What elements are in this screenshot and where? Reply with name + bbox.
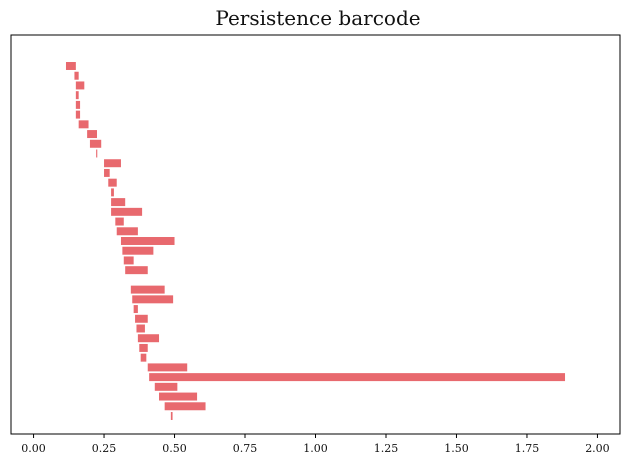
barcode-bar bbox=[75, 100, 81, 109]
x-tick-label: 0.25 bbox=[92, 442, 117, 455]
barcode-bar bbox=[111, 198, 126, 207]
x-tick-label: 1.00 bbox=[303, 442, 328, 455]
x-tick-label: 1.25 bbox=[374, 442, 399, 455]
barcode-bar bbox=[108, 178, 117, 187]
barcode-bar bbox=[147, 363, 188, 372]
barcode-bar bbox=[154, 382, 178, 391]
barcode-bar bbox=[123, 256, 134, 265]
barcode-bar bbox=[159, 392, 198, 401]
barcode-bar bbox=[115, 217, 124, 226]
barcode-bar bbox=[89, 139, 102, 148]
barcode-bar bbox=[74, 71, 79, 80]
x-tick-label: 0.75 bbox=[233, 442, 258, 455]
barcode-bar bbox=[65, 62, 76, 70]
barcode-bar bbox=[122, 246, 154, 255]
barcode-bar bbox=[130, 285, 165, 294]
barcode-bar bbox=[111, 188, 114, 197]
barcode-bar bbox=[170, 412, 173, 420]
x-axis: 0.00 0.25 0.50 0.75 1.00 1.25 1.50 1.75 2.00 bbox=[21, 434, 610, 455]
barcode-bar bbox=[137, 334, 160, 343]
barcode-bar bbox=[136, 324, 145, 333]
barcode-bar bbox=[96, 149, 98, 158]
barcode-bar bbox=[104, 168, 110, 177]
barcode-bar bbox=[132, 295, 174, 304]
barcode-bar bbox=[140, 353, 147, 362]
barcode-bar bbox=[116, 227, 138, 236]
barcode-bar bbox=[164, 402, 206, 411]
barcode-bar bbox=[149, 373, 566, 382]
barcode-bar bbox=[139, 343, 148, 352]
barcode-bar bbox=[87, 130, 97, 139]
x-tick-label: 2.00 bbox=[585, 442, 610, 455]
barcode-bar bbox=[75, 91, 79, 100]
barcode-bar bbox=[120, 237, 175, 245]
barcode-bar bbox=[104, 159, 121, 168]
x-tick-label: 1.50 bbox=[444, 442, 469, 455]
barcode-bar bbox=[75, 110, 81, 119]
barcode-bar bbox=[111, 207, 143, 216]
barcode-bar bbox=[78, 120, 89, 129]
barcode-bar bbox=[133, 305, 138, 314]
x-tick-label: 1.75 bbox=[515, 442, 540, 455]
x-tick-label: 0.00 bbox=[21, 442, 46, 455]
chart-title: Persistence barcode bbox=[215, 6, 420, 30]
barcode-bar bbox=[125, 266, 148, 275]
x-tick-label: 0.50 bbox=[162, 442, 187, 455]
bars-layer bbox=[65, 62, 566, 420]
barcode-bar bbox=[75, 81, 85, 90]
barcode-bar bbox=[135, 314, 148, 323]
